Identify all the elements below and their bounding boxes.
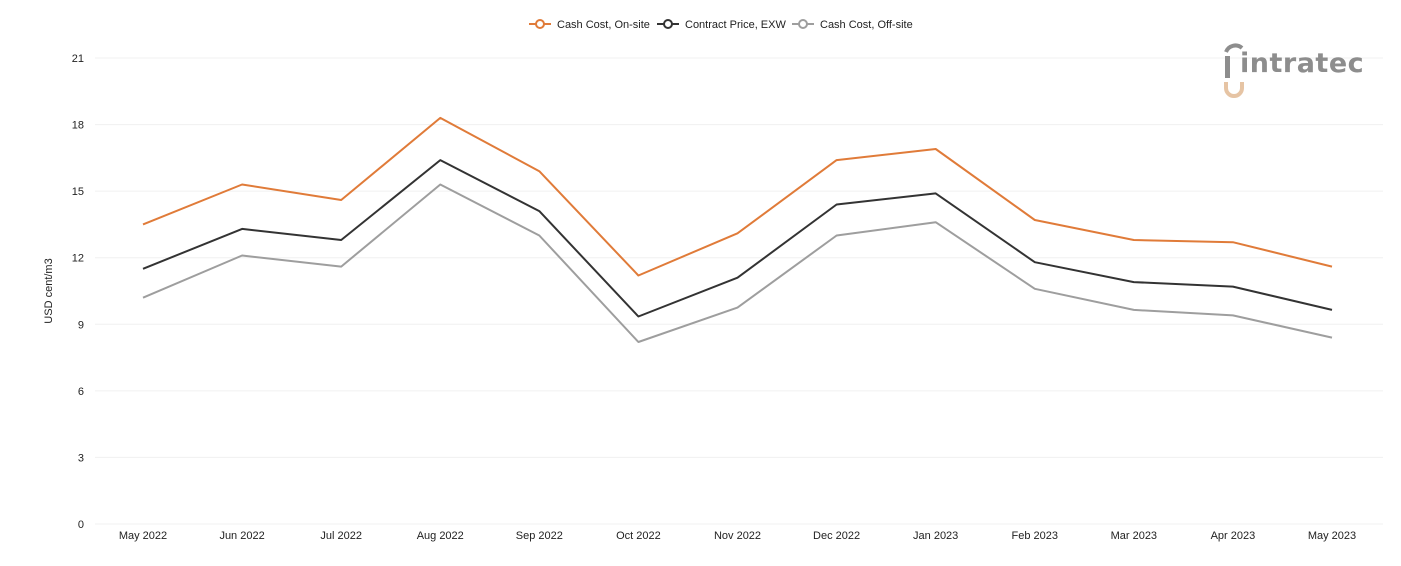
x-tick-label: May 2023 [1308, 530, 1356, 542]
legend-marker-icon [664, 20, 672, 28]
x-tick-label: Dec 2022 [813, 530, 860, 542]
y-tick-label: 6 [78, 386, 84, 398]
legend-item-1[interactable]: Contract Price, EXW [657, 19, 786, 31]
legend-marker-icon [799, 20, 807, 28]
y-tick-label: 15 [72, 186, 84, 198]
legend-label: Contract Price, EXW [685, 19, 786, 31]
y-tick-label: 0 [78, 519, 84, 531]
x-tick-label: Jun 2022 [219, 530, 264, 542]
series-layer [143, 118, 1332, 342]
x-tick-label: Feb 2023 [1012, 530, 1058, 542]
x-tick-label: Aug 2022 [417, 530, 464, 542]
x-tick-label: Jul 2022 [320, 530, 362, 542]
legend-marker-icon [536, 20, 544, 28]
legend-item-2[interactable]: Cash Cost, Off-site [792, 19, 913, 31]
grid-layer [95, 58, 1383, 524]
axis-layer: 0 3 6 9 12 15 18 21 May 2022 Jun 2022 Jul 2022 Aug … [43, 53, 1356, 542]
y-axis-title: USD cent/m3 [43, 258, 55, 323]
x-tick-label: Nov 2022 [714, 530, 761, 542]
legend-label: Cash Cost, On-site [557, 19, 650, 31]
series-line-1 [143, 160, 1332, 316]
x-tick-label: Apr 2023 [1211, 530, 1256, 542]
x-tick-label: Sep 2022 [516, 530, 563, 542]
series-line-2 [143, 185, 1332, 343]
x-tick-label: May 2022 [119, 530, 167, 542]
intratec-logo: intratec [1222, 42, 1372, 98]
x-tick-label: Mar 2023 [1111, 530, 1157, 542]
legend[interactable]: Cash Cost, On-site Contract Price, EXW Cas… [529, 19, 913, 31]
logo-text: intratec [1240, 48, 1364, 79]
legend-label: Cash Cost, Off-site [820, 19, 913, 31]
y-tick-label: 21 [72, 53, 84, 65]
y-tick-label: 3 [78, 452, 84, 464]
x-tick-label: Oct 2022 [616, 530, 661, 542]
legend-item-0[interactable]: Cash Cost, On-site [529, 19, 650, 31]
y-tick-label: 18 [72, 120, 84, 132]
x-tick-label: Jan 2023 [913, 530, 958, 542]
y-tick-label: 12 [72, 253, 84, 265]
series-line-0 [143, 118, 1332, 276]
y-tick-label: 9 [78, 319, 84, 331]
